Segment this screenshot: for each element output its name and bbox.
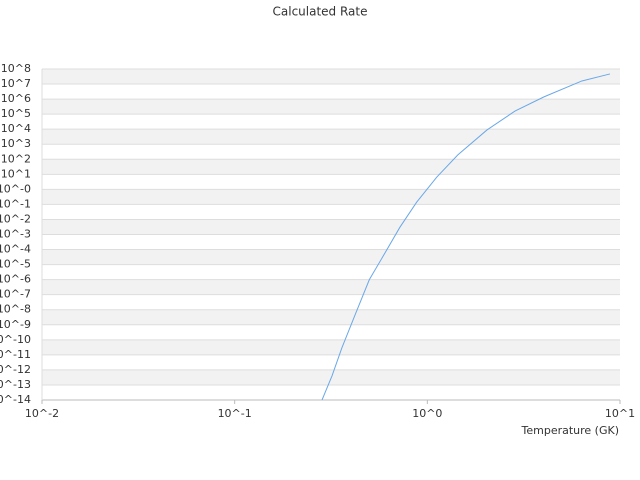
grid-band <box>42 294 620 310</box>
grid-band <box>42 174 620 190</box>
y-tick-label: 10^-11 <box>0 348 31 361</box>
y-tick-label: 10^-7 <box>0 288 31 301</box>
x-tick-label: 10^-2 <box>25 407 59 420</box>
grid-band <box>42 354 620 370</box>
y-tick-label: 10^4 <box>1 122 31 135</box>
grid-band <box>42 309 620 325</box>
y-tick-label: 10^7 <box>1 77 31 90</box>
grid-band <box>42 84 620 100</box>
grid-band <box>42 324 620 340</box>
grid-band <box>42 204 620 220</box>
grid-band <box>42 234 620 250</box>
y-tick-label: 10^2 <box>1 152 31 165</box>
y-tick-label: 10^-0 <box>0 182 31 195</box>
y-tick-label: 10^5 <box>1 107 31 120</box>
grid-band <box>42 339 620 355</box>
chart-title: Calculated Rate <box>273 5 368 19</box>
grid-band <box>42 159 620 175</box>
y-tick-label: 10^-8 <box>0 303 31 316</box>
x-axis-title: Temperature (GK) <box>521 424 620 437</box>
grid-band <box>42 144 620 160</box>
grid-band <box>42 384 620 400</box>
y-tick-label: 10^-9 <box>0 318 31 331</box>
y-tick-label: 10^-4 <box>0 243 31 256</box>
y-tick-label: 10^-1 <box>0 197 31 210</box>
y-tick-label: 10^-14 <box>0 393 31 406</box>
y-tick-label: 10^-13 <box>0 378 31 391</box>
grid-band <box>42 129 620 145</box>
y-tick-label: 10^8 <box>1 62 31 75</box>
y-tick-label: 10^-10 <box>0 333 31 346</box>
y-tick-label: 10^1 <box>1 167 31 180</box>
x-tick-label: 10^1 <box>605 407 635 420</box>
y-tick-label: 10^-2 <box>0 212 31 225</box>
y-tick-label: 10^-6 <box>0 273 31 286</box>
grid-band <box>42 99 620 115</box>
grid-band <box>42 219 620 235</box>
x-tick-label: 10^0 <box>412 407 442 420</box>
series-line <box>321 73 611 400</box>
grid-band <box>42 249 620 265</box>
grid-band <box>42 114 620 130</box>
grid-band <box>42 189 620 205</box>
grid-band <box>42 279 620 295</box>
y-tick-label: 10^-3 <box>0 228 31 241</box>
grid-band <box>42 264 620 280</box>
y-tick-label: 10^6 <box>1 92 31 105</box>
x-tick-label: 10^-1 <box>218 407 252 420</box>
y-tick-label: 10^-12 <box>0 363 31 376</box>
grid-band <box>42 69 620 85</box>
y-tick-label: 10^3 <box>1 137 31 150</box>
y-tick-label: 10^-5 <box>0 258 31 271</box>
